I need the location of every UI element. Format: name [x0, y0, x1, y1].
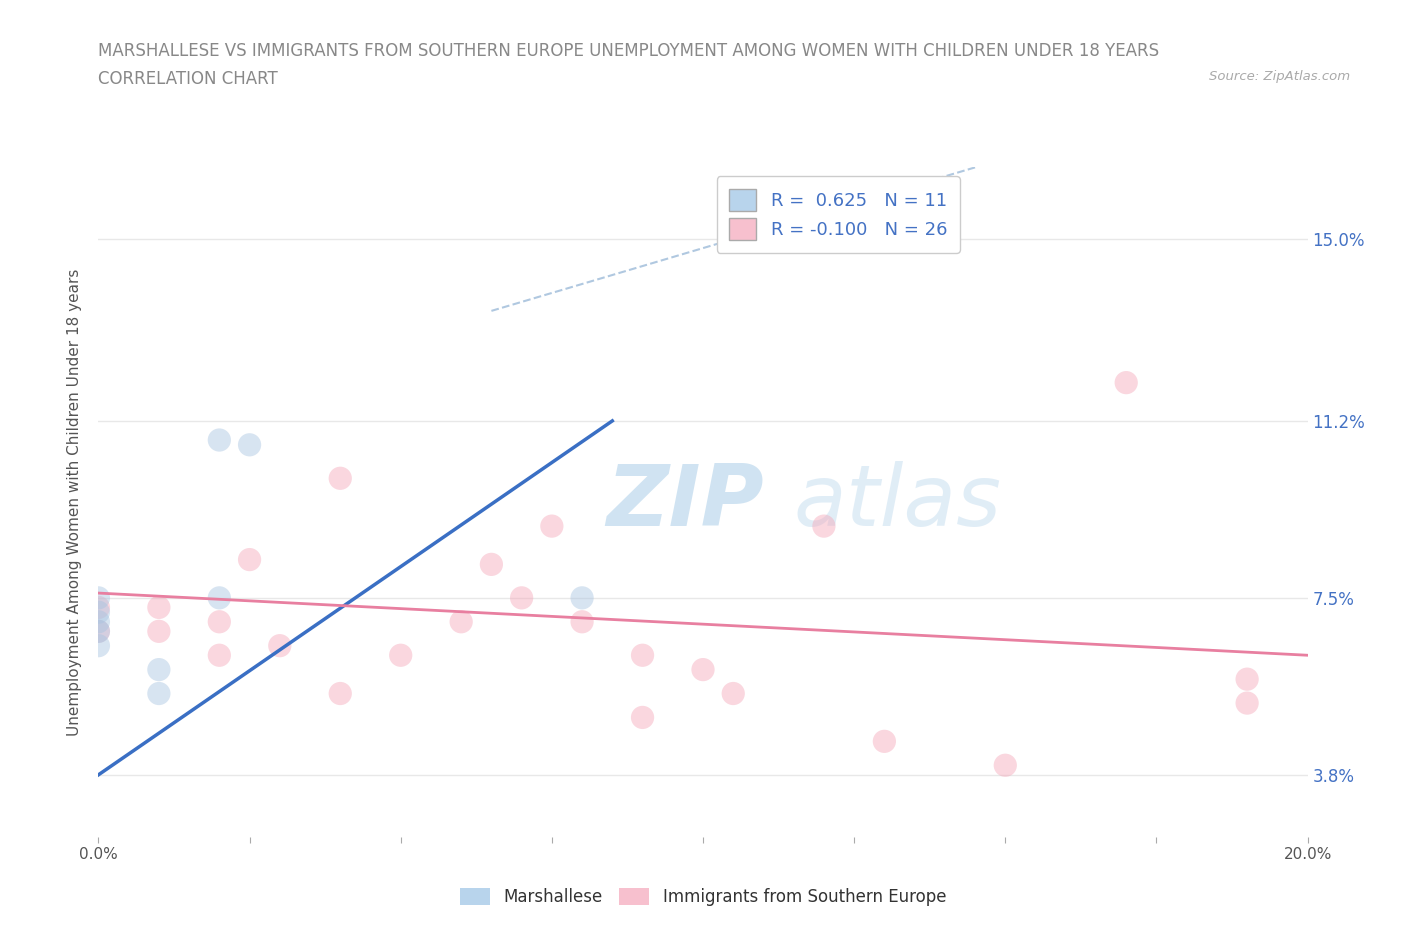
Point: [208, 615, 231, 630]
Text: ZIP: ZIP: [606, 460, 763, 544]
Point: [148, 600, 170, 615]
Point: [692, 662, 714, 677]
Point: [148, 662, 170, 677]
Point: [208, 591, 231, 605]
Point: [1115, 375, 1137, 390]
Point: [540, 519, 562, 534]
Point: [329, 471, 352, 485]
Legend: R =  0.625   N = 11, R = -0.100   N = 26: R = 0.625 N = 11, R = -0.100 N = 26: [717, 177, 960, 253]
Text: Source: ZipAtlas.com: Source: ZipAtlas.com: [1209, 70, 1350, 83]
Point: [148, 686, 170, 701]
Point: [87, 600, 110, 615]
Point: [329, 686, 352, 701]
Point: [994, 758, 1017, 773]
Point: [450, 615, 472, 630]
Point: [873, 734, 896, 749]
Point: [269, 638, 291, 653]
Point: [631, 648, 654, 663]
Point: [571, 615, 593, 630]
Point: [1236, 671, 1258, 686]
Point: [87, 624, 110, 639]
Point: [208, 648, 231, 663]
Point: [571, 591, 593, 605]
Point: [87, 624, 110, 639]
Point: [389, 648, 412, 663]
Point: [87, 615, 110, 630]
Point: [239, 552, 262, 567]
Point: [510, 591, 533, 605]
Point: [87, 591, 110, 605]
Text: atlas: atlas: [793, 460, 1001, 544]
Point: [208, 432, 231, 447]
Point: [1236, 696, 1258, 711]
Point: [239, 437, 262, 452]
Point: [481, 557, 503, 572]
Text: MARSHALLESE VS IMMIGRANTS FROM SOUTHERN EUROPE UNEMPLOYMENT AMONG WOMEN WITH CHI: MARSHALLESE VS IMMIGRANTS FROM SOUTHERN …: [98, 42, 1160, 60]
Point: [148, 624, 170, 639]
Point: [631, 710, 654, 724]
Point: [723, 686, 745, 701]
Text: CORRELATION CHART: CORRELATION CHART: [98, 70, 278, 87]
Y-axis label: Unemployment Among Women with Children Under 18 years: Unemployment Among Women with Children U…: [67, 269, 83, 736]
Point: [87, 604, 110, 619]
Legend: Marshallese, Immigrants from Southern Europe: Marshallese, Immigrants from Southern Eu…: [453, 881, 953, 912]
Point: [813, 519, 835, 534]
Point: [87, 638, 110, 653]
